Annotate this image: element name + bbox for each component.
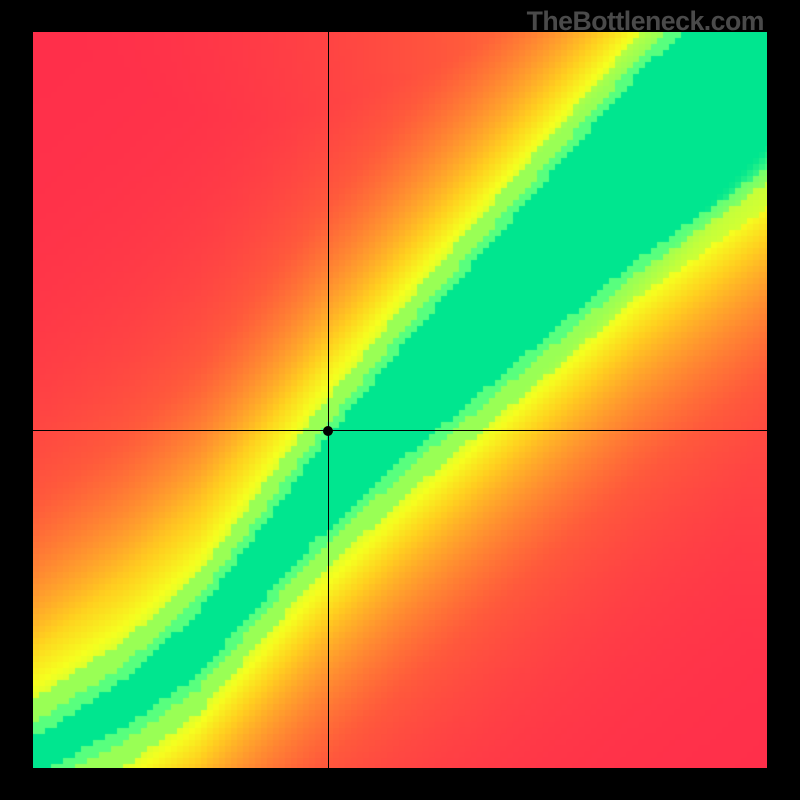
heatmap-canvas [33,32,767,768]
marker-dot [323,426,333,436]
plot-area [33,32,767,768]
crosshair-vertical [328,32,329,768]
chart-container: TheBottleneck.com [0,0,800,800]
crosshair-horizontal [33,430,767,431]
